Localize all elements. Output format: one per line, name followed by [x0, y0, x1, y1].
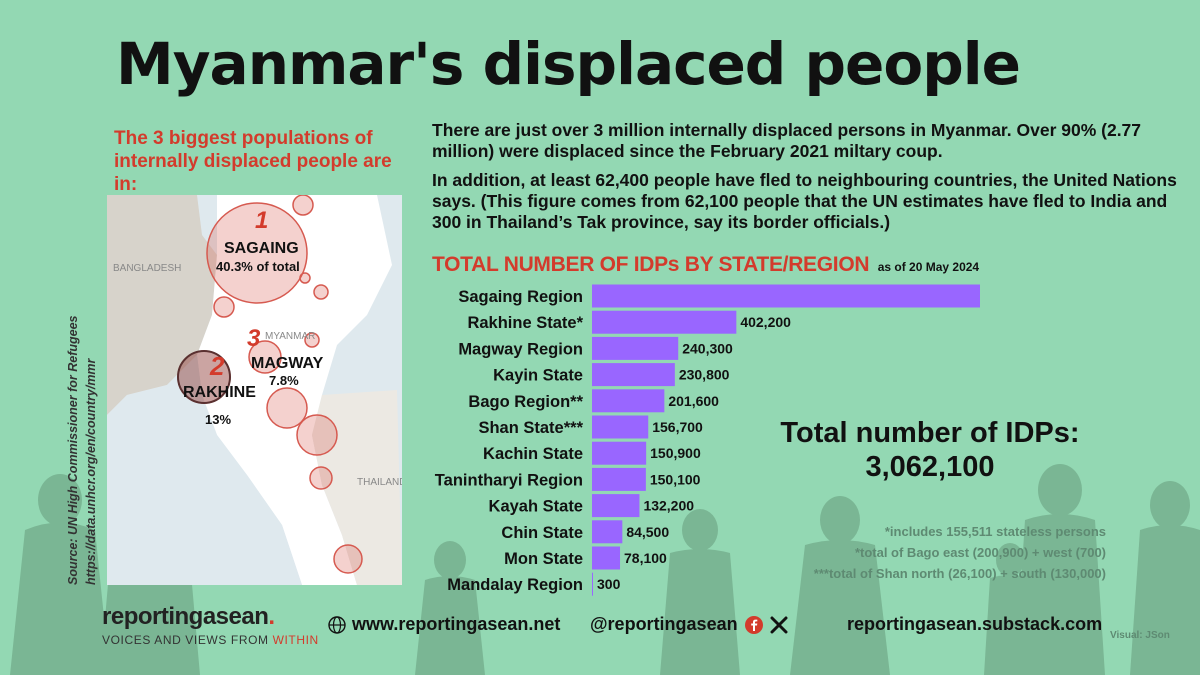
- brand-logo: reportingasean. VOICES AND VIEWS FROM WI…: [102, 603, 319, 647]
- brand-name-b: asean: [202, 603, 269, 630]
- source-credit: Source: UN High Commissioner for Refugee…: [64, 235, 106, 586]
- page-title: Myanmar's displaced people: [116, 30, 1021, 98]
- brand-tagline-a: VOICES AND VIEWS FROM: [102, 633, 273, 647]
- brand-tagline-b: WITHIN: [272, 633, 319, 647]
- brand-tagline: VOICES AND VIEWS FROM WITHIN: [102, 633, 319, 647]
- bar-category-label: Rakhine State*: [467, 314, 583, 332]
- bar-value-label: 84,500: [626, 524, 669, 540]
- intro-paragraph-1: There are just over 3 million internally…: [432, 120, 1142, 161]
- bar-category-label: Bago Region**: [468, 393, 583, 411]
- social-handle[interactable]: @reportingasean: [590, 614, 788, 635]
- bar-value-label: 78,100: [624, 550, 667, 566]
- bar-value-label: 132,200: [643, 498, 694, 514]
- label-thailand: THAILAND: [357, 477, 402, 488]
- brand-name-a: reporting: [102, 603, 203, 630]
- total-value: 3,062,100: [865, 451, 995, 483]
- brand-name: reportingasean.: [102, 603, 319, 631]
- bar-value-label: 150,100: [650, 471, 701, 487]
- bar-category-label: Kayah State: [489, 498, 583, 516]
- footnote-3: ***total of Shan north (26,100) + south …: [813, 566, 1106, 581]
- bar: [592, 415, 649, 439]
- rank-1: 1: [255, 207, 269, 234]
- bar-category-label: Mandalay Region: [447, 576, 583, 594]
- region-rakhine: RAKHINE: [183, 384, 256, 401]
- bar-value-label: 402,200: [740, 314, 791, 330]
- label-myanmar: MYANMAR: [265, 331, 316, 342]
- footnotes: *includes 155,511 stateless persons *tot…: [814, 521, 1106, 584]
- bar: [592, 467, 646, 491]
- bar: [592, 284, 980, 308]
- bar-value-label: 300: [597, 576, 621, 592]
- bar: [592, 441, 647, 465]
- map: BANGLADESH MYANMAR THAILAND 1 SAGAING 40…: [107, 195, 402, 585]
- bar-category-label: Kayin State: [493, 367, 583, 385]
- bar-value-label: 201,600: [668, 393, 719, 409]
- bar: [592, 310, 737, 334]
- bar: [592, 336, 679, 360]
- brand-dot: .: [268, 603, 275, 630]
- bar-category-label: Magway Region: [458, 340, 583, 358]
- facebook-icon: [744, 615, 763, 634]
- rank-2: 2: [210, 351, 225, 381]
- bar: [592, 389, 665, 413]
- source-line-2: https://data.unhcr.org/en/country/mmr: [84, 358, 98, 585]
- x-icon: [770, 616, 788, 633]
- bar-value-label: 230,800: [679, 367, 730, 383]
- intro-paragraph-2: In addition, at least 62,400 people have…: [432, 170, 1177, 232]
- intro-text: There are just over 3 million internally…: [432, 120, 1192, 241]
- bar-category-label: Sagaing Region: [458, 288, 583, 306]
- bar: [592, 494, 640, 518]
- globe-icon: [328, 615, 346, 634]
- rank-3: 3: [247, 325, 261, 352]
- label-bangladesh: BANGLADESH: [113, 263, 182, 274]
- bar-category-label: Tanintharyi Region: [435, 471, 583, 489]
- share-sagaing: 40.3% of total: [216, 259, 300, 274]
- bar: [592, 520, 623, 544]
- bar-value-label: 156,700: [652, 419, 703, 435]
- myanmar-map-graphic: [107, 195, 402, 585]
- bar-category-label: Chin State: [501, 524, 583, 542]
- source-line-1: Source: UN High Commissioner for Refugee…: [66, 315, 80, 586]
- footnote-2: *total of Bago east (200,900) + west (70…: [854, 545, 1106, 560]
- chart-title: TOTAL NUMBER OF IDPs BY STATE/REGION as …: [432, 253, 979, 277]
- substack-link[interactable]: reportingasean.substack.com: [847, 614, 1102, 635]
- bar: [592, 572, 593, 596]
- bar: [592, 363, 675, 387]
- handle-text: @reportingasean: [590, 614, 738, 634]
- share-rakhine: 13%: [205, 412, 232, 427]
- website-text: www.reportingasean.net: [352, 614, 561, 634]
- bar-category-label: Mon State: [504, 550, 583, 568]
- footnote-1: *includes 155,511 stateless persons: [884, 524, 1106, 539]
- share-magway: 7.8%: [269, 373, 299, 388]
- total-box: Total number of IDPs: 3,062,100: [780, 416, 1080, 484]
- bar-value-label: 240,300: [682, 340, 733, 356]
- bar-category-label: Kachin State: [483, 445, 583, 463]
- chart-heading: TOTAL NUMBER OF IDPs BY STATE/REGION: [432, 253, 870, 276]
- map-heading: The 3 biggest populations of internally …: [114, 128, 392, 195]
- website-link[interactable]: www.reportingasean.net: [328, 614, 560, 635]
- total-label: Total number of IDPs:: [780, 417, 1080, 449]
- region-magway: MAGWAY: [251, 355, 324, 372]
- region-sagaing: SAGAING: [224, 240, 299, 257]
- bar: [592, 546, 621, 570]
- chart-as-of: as of 20 May 2024: [877, 260, 980, 274]
- bar-value-label: 150,900: [650, 445, 701, 461]
- visual-credit: Visual: JSon: [1110, 630, 1170, 641]
- bar-category-label: Shan State***: [478, 419, 583, 437]
- substack-text: reportingasean.substack.com: [847, 614, 1103, 634]
